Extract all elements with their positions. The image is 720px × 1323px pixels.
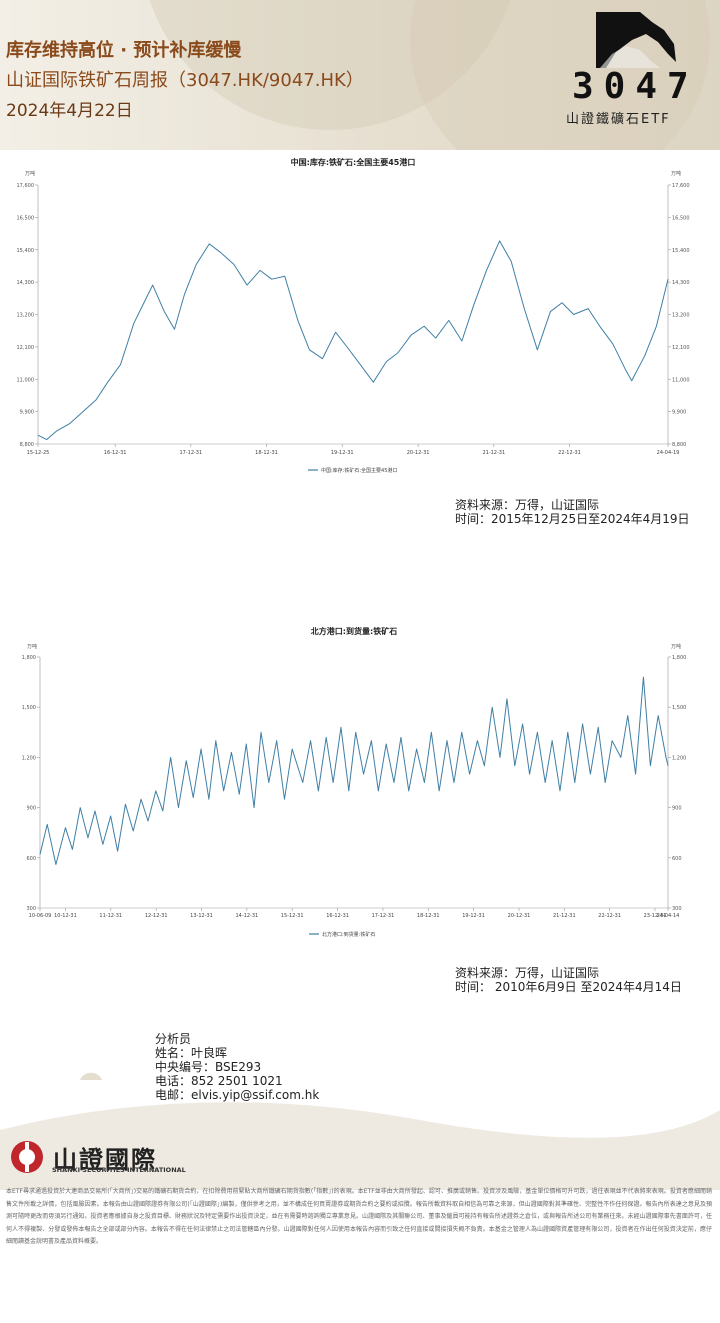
y2-tick-label: 15,400: [672, 248, 690, 254]
x-tick-label: 17-12-31: [372, 913, 395, 919]
y-tick-label: 900: [26, 806, 36, 812]
y2-tick-label: 14,300: [672, 280, 690, 286]
y2-tick-label: 600: [672, 856, 682, 862]
header-art: [149, 0, 710, 150]
logo-code: 3047: [572, 66, 699, 107]
y2-tick-label: 13,200: [672, 313, 690, 319]
report-title: 库存维持高位 · 预计补库缓慢: [6, 40, 242, 61]
y-axis-label: 万吨: [27, 643, 37, 650]
source-period: 时间：2015年12月25日至2024年4月19日: [455, 512, 690, 526]
x-tick-label: 15-12-25: [27, 450, 50, 456]
x-tick-label: 13-12-31: [190, 913, 213, 919]
legend-label: 中国:库存:铁矿石:全国主要45港口: [321, 467, 397, 474]
y-tick-label: 15,400: [17, 248, 35, 254]
x-tick-label: 19-12-31: [331, 450, 354, 456]
company-name: 山證國際: [53, 1146, 157, 1174]
y-tick-label: 8,800: [20, 442, 34, 448]
x-tick-label: 21-12-31: [553, 913, 576, 919]
y-tick-label: 14,300: [17, 280, 35, 286]
x-tick-label: 21-12-31: [482, 450, 505, 456]
y-tick-label: 9,900: [20, 410, 34, 416]
logo-name: 山證鐵礦石ETF: [566, 112, 671, 127]
x-tick-label: 22-12-31: [558, 450, 581, 456]
y2-tick-label: 300: [672, 906, 682, 912]
x-tick-label: 16-12-31: [326, 913, 349, 919]
y2-axis-label: 万吨: [671, 643, 681, 650]
analyst-name: 姓名：叶良晖: [155, 1046, 228, 1060]
y2-tick-label: 1,500: [672, 705, 686, 711]
x-tick-label: 12-12-31: [145, 913, 168, 919]
x-tick-label: 23-12-31: [644, 913, 667, 919]
y-tick-label: 17,600: [17, 183, 35, 189]
source-text: 资料来源：万得，山证国际: [455, 966, 600, 980]
header: [0, 0, 720, 150]
y-tick-label: 1,200: [22, 755, 36, 761]
y2-tick-label: 12,100: [672, 345, 690, 351]
x-tick-label: 11-12-31: [99, 913, 122, 919]
x-tick-label: 20-12-31: [407, 450, 430, 456]
y2-tick-label: 9,900: [672, 410, 686, 416]
x-tick-label: 17-12-31: [179, 450, 202, 456]
analyst-email: 电邮：elvis.yip@ssif.com.hk: [155, 1088, 320, 1102]
y2-tick-label: 900: [672, 806, 682, 812]
analyst-id: 中央编号：BSE293: [155, 1060, 262, 1074]
chart-title: 中国:库存:铁矿石:全国主要45港口: [291, 157, 416, 167]
source-text: 资料来源：万得，山证国际: [455, 498, 600, 512]
x-tick-label: 24-04-19: [657, 450, 680, 456]
x-tick-label: 22-12-31: [598, 913, 621, 919]
source: 资料来源：万得，山证国际 时间： 2010年6月9日 至2024年4月14日: [455, 966, 682, 994]
x-tick-label: 24-04-14: [657, 913, 680, 919]
data-line: [39, 676, 669, 865]
footer-art: [0, 1072, 720, 1190]
x-tick-label: 15-12-31: [281, 913, 304, 919]
company-name-en: SHANXI SECURITIES INTERNATIONAL: [52, 1166, 186, 1174]
source-period: 时间： 2010年6月9日 至2024年4月14日: [455, 980, 682, 994]
chart-title: 北方港口:到货量:铁矿石: [311, 626, 397, 636]
x-tick-label: 10-12-31: [54, 913, 77, 919]
report-subtitle: 山证国际铁矿石周报（3047.HK/9047.HK）: [6, 70, 364, 91]
y-tick-label: 300: [26, 906, 36, 912]
y2-tick-label: 1,200: [672, 755, 686, 761]
analyst-heading: 分析员: [155, 1032, 192, 1046]
data-line: [37, 240, 669, 441]
y2-tick-label: 8,800: [672, 442, 686, 448]
source: 资料来源：万得，山证国际 时间：2015年12月25日至2024年4月19日: [455, 498, 690, 526]
analyst-phone: 电话：852 2501 1021: [155, 1074, 283, 1088]
x-tick-label: 20-12-31: [508, 913, 531, 919]
report-date: 2024年4月22日: [6, 101, 133, 121]
y-tick-label: 12,100: [17, 345, 35, 351]
x-tick-label: 16-12-31: [104, 450, 127, 456]
y2-tick-label: 1,800: [672, 655, 686, 661]
x-tick-label: 18-12-31: [417, 913, 440, 919]
x-tick-label: 18-12-31: [255, 450, 278, 456]
y2-axis-label: 万吨: [671, 170, 681, 177]
y2-tick-label: 16,500: [672, 215, 690, 221]
disclaimer: 本ETF尋求通過投資於大連商品交易所(「大商所」)交易的鐵礦石期貨合約，在扣除費…: [6, 1188, 712, 1246]
y-axis-label: 万吨: [25, 170, 35, 177]
y-tick-label: 11,000: [17, 377, 35, 383]
x-tick-label: 19-12-31: [462, 913, 485, 919]
y2-tick-label: 17,600: [672, 183, 690, 189]
y2-tick-label: 11,000: [672, 377, 690, 383]
analyst: 分析员 姓名：叶良晖 中央编号：BSE293 电话：852 2501 1021 …: [155, 1032, 319, 1102]
y-tick-label: 600: [26, 856, 36, 862]
y-tick-label: 16,500: [17, 215, 35, 221]
y-tick-label: 13,200: [17, 313, 35, 319]
x-tick-label: 10-06-09: [29, 913, 52, 919]
y-tick-label: 1,800: [22, 655, 36, 661]
x-tick-label: 14-12-31: [235, 913, 258, 919]
legend-label: 北方港口:到货量:铁矿石: [322, 931, 375, 938]
y-tick-label: 1,500: [22, 705, 36, 711]
